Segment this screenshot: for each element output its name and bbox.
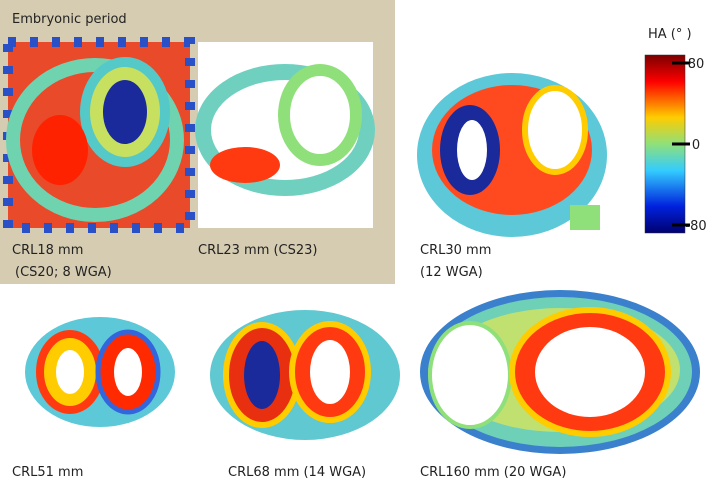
heart-map <box>417 73 607 237</box>
group-label: Embryonic period <box>12 12 127 27</box>
heart-map <box>420 290 700 454</box>
panel-label: CRL51 mm <box>12 465 83 480</box>
heart-map <box>210 310 400 440</box>
panel-label: CRL68 mm (14 WGA) <box>228 465 366 480</box>
colorbar-tick-label: 0 <box>692 138 700 153</box>
colorbar-tick-label: 80 <box>688 57 705 72</box>
panel-label: (CS20; 8 WGA) <box>15 265 112 280</box>
heart-map <box>3 37 195 233</box>
colorbar-tick-label: -80 <box>685 219 706 234</box>
panel-label: CRL160 mm (20 WGA) <box>420 465 566 480</box>
heart-map <box>10 310 190 430</box>
panel-label: (12 WGA) <box>420 265 483 280</box>
panel-label: CRL18 mm <box>12 243 83 258</box>
colorbar-title: HA (° ) <box>648 27 692 42</box>
panel-label: CRL30 mm <box>420 243 491 258</box>
panel-label: CRL23 mm (CS23) <box>198 243 318 258</box>
heart-map <box>195 42 375 228</box>
